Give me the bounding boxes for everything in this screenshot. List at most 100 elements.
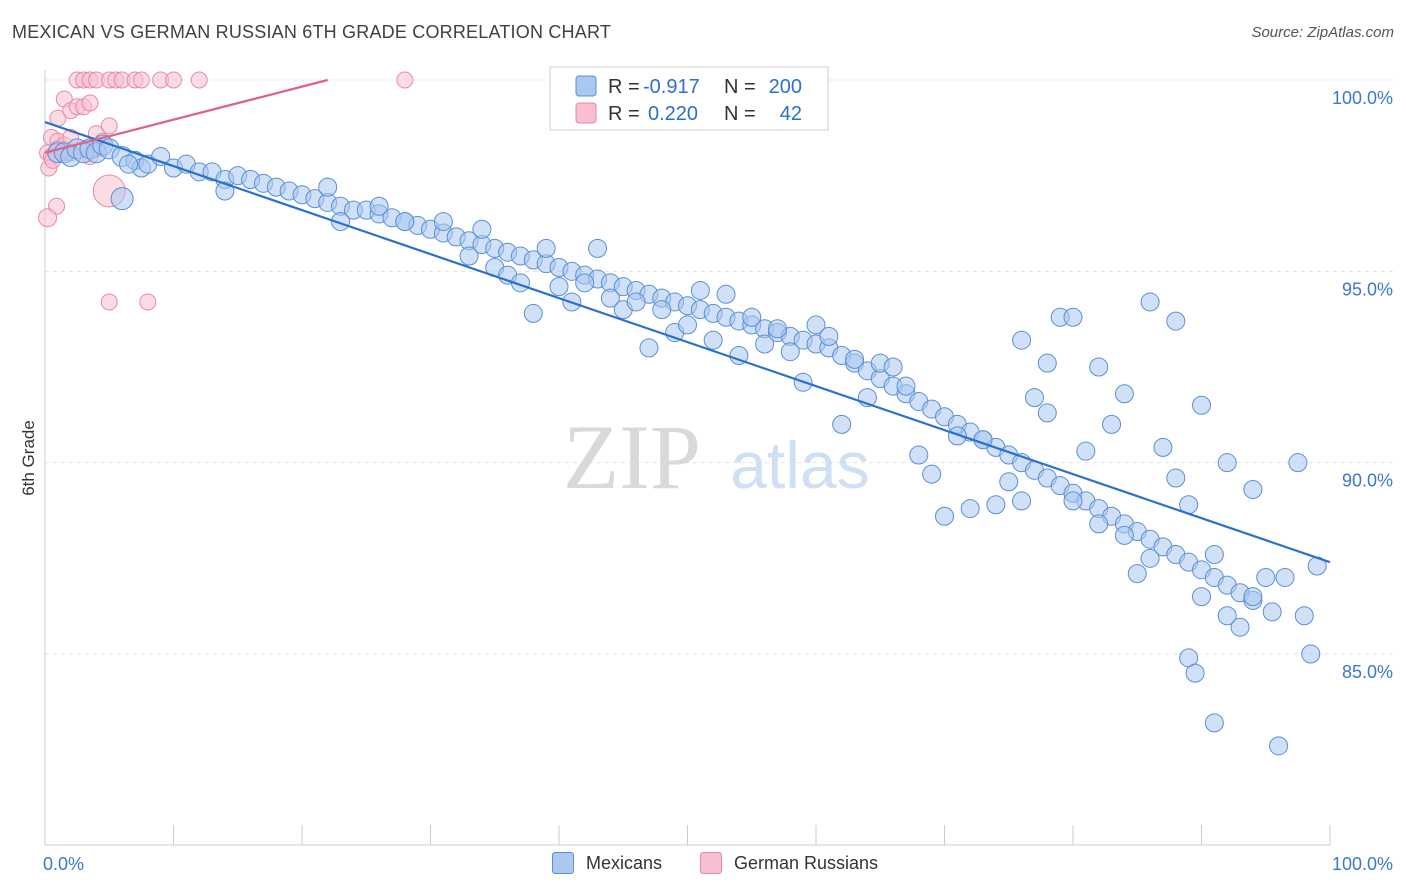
mexicans-point (1063, 491, 1083, 511)
german-russians-point (139, 293, 157, 311)
x-tick-label: 0.0% (43, 854, 84, 874)
legend-n-value: 42 (780, 103, 802, 125)
legend-r-label: R = (608, 76, 640, 98)
mexicans-point (1127, 564, 1147, 584)
german-russians-point (132, 71, 150, 89)
legend-n-label: N = (724, 76, 756, 98)
mexicans-point (588, 238, 608, 258)
mexicans-point (780, 342, 800, 362)
mexicans-point (883, 357, 903, 377)
mexicans-point (1076, 441, 1096, 461)
mexicans-point (986, 495, 1006, 515)
y-tick-label: 100.0% (1332, 88, 1393, 108)
mexicans-point (652, 300, 672, 320)
mexicans-point (1166, 468, 1186, 488)
legend-n-value: 200 (769, 76, 802, 98)
mexicans-point (318, 177, 338, 197)
legend-r-label: R = (608, 103, 640, 125)
german-russians-point (81, 94, 99, 112)
legend-item-german-russians[interactable]: German Russians (700, 852, 878, 874)
mexicans-point (369, 196, 389, 216)
trendlines (44, 78, 1331, 564)
legend-r-value: 0.220 (648, 103, 698, 125)
mexicans-point (678, 315, 697, 335)
mexicans-point (1063, 307, 1083, 327)
mexicans-point (1024, 388, 1044, 408)
mexicans-point (575, 273, 595, 293)
mexicans-point (819, 326, 839, 346)
mexicans-point (119, 154, 139, 174)
legend-label-mexicans: Mexicans (586, 852, 663, 873)
mexicans-point (626, 292, 646, 312)
mexicans-point (110, 187, 134, 211)
mexicans-point (1243, 479, 1263, 499)
mexicans-point (536, 238, 556, 258)
x-tick-label: 100.0% (1332, 854, 1393, 874)
y-axis-label: 6th Grade (19, 420, 38, 496)
mexicans-point (716, 284, 736, 304)
y-tick-label: 95.0% (1342, 279, 1393, 299)
mexicans-point (755, 334, 775, 354)
legend-swatch-german-russians (575, 102, 597, 124)
mexicans-point (459, 246, 479, 266)
mexicans-point (1256, 567, 1276, 587)
mexicans-point (215, 181, 235, 201)
mexicans-point (922, 464, 942, 484)
mexicans-point (549, 277, 569, 297)
mexicans-point (1204, 713, 1224, 733)
german-russians-point (100, 293, 118, 311)
legend-r-value: -0.917 (643, 76, 700, 98)
mexicans-point (947, 426, 967, 446)
mexicans-point (1012, 330, 1032, 350)
mexicans-point (1140, 292, 1160, 312)
mexicans-point (1217, 606, 1237, 626)
legend-n-label: N = (724, 103, 756, 125)
legend-swatch-mexicans (552, 852, 574, 874)
mexicans-trendline (44, 121, 1331, 564)
german-russians-point (165, 71, 182, 89)
mexicans-point (1089, 514, 1109, 534)
mexicans-point (703, 330, 723, 350)
mexicans-point (1230, 617, 1250, 637)
mexicans-point (472, 219, 492, 239)
mexicans-point (1294, 606, 1314, 626)
mexicans-point (1114, 525, 1134, 545)
chart-title: MEXICAN VS GERMAN RUSSIAN 6TH GRADE CORR… (12, 22, 612, 42)
mexicans-point (832, 414, 852, 434)
watermark-atlas: atlas (730, 428, 869, 502)
mexicans-point (1262, 602, 1282, 622)
mexicans-point (767, 319, 787, 339)
mexicans-point (1275, 567, 1295, 587)
mexicans-point (433, 212, 453, 232)
stats-legend: R = -0.917 N = 200 R = 0.220 N = 42 (549, 66, 829, 131)
mexicans-point (1185, 663, 1205, 683)
mexicans-point (1301, 644, 1321, 664)
mexicans-point (1037, 403, 1057, 423)
mexicans-point (600, 288, 620, 308)
mexicans-point (845, 349, 865, 369)
legend-item-mexicans[interactable]: Mexicans (552, 852, 662, 874)
axes (44, 70, 1331, 846)
mexicans-point (896, 376, 916, 396)
mexicans-point (639, 338, 659, 358)
legend-swatch-mexicans (575, 75, 597, 97)
mexicans-point (935, 506, 954, 526)
mexicans-point (1192, 587, 1211, 607)
mexicans-points (47, 134, 1327, 756)
mexicans-point (1204, 545, 1224, 565)
mexicans-point (999, 472, 1019, 492)
german-russians-point (100, 117, 118, 135)
mexicans-point (960, 499, 980, 519)
mexicans-point (1288, 453, 1308, 473)
mexicans-point (806, 315, 826, 335)
mexicans-point (1153, 437, 1173, 457)
watermark: ZIP atlas (563, 406, 870, 508)
german-russians-trendline (44, 78, 328, 154)
mexicans-point (1217, 453, 1237, 473)
tick-labels: 100.0% 95.0% 90.0% 85.0% 0.0% 100.0% (43, 88, 1393, 874)
mexicans-point (523, 303, 543, 323)
german-russians-point (190, 71, 208, 89)
mexicans-point (1102, 414, 1122, 434)
mexicans-point (1269, 736, 1289, 756)
